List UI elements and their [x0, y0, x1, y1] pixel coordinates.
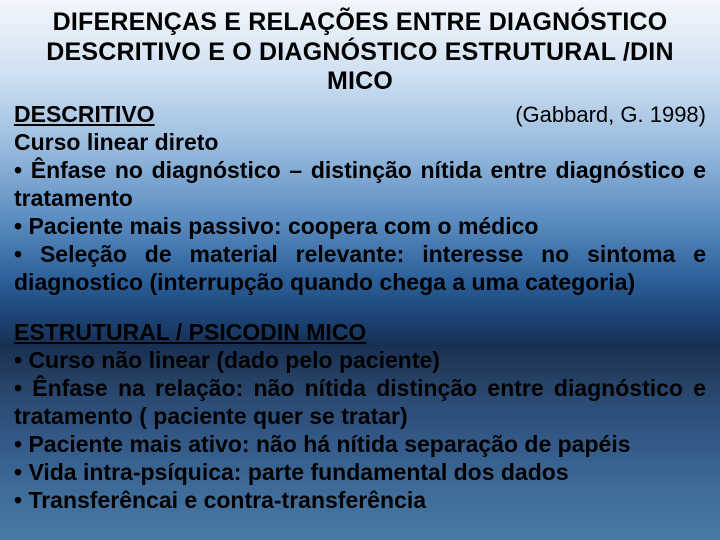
slide: DIFERENÇAS E RELAÇÕES ENTRE DIAGNÓSTICO … [0, 0, 720, 540]
section1-heading: DESCRITIVO [14, 101, 155, 128]
section2-heading: ESTRUTURAL / PSICODIN MICO [14, 318, 366, 346]
section2-line: • Curso não linear (dado pelo paciente) [14, 346, 706, 374]
section1-line: • Ênfase no diagnóstico – distinção níti… [14, 156, 706, 212]
section1-line: Curso linear direto [14, 128, 706, 156]
section1-line: • Paciente mais passivo: coopera com o m… [14, 212, 706, 240]
section2-body: ESTRUTURAL / PSICODIN MICO • Curso não l… [14, 318, 706, 514]
section1-body: Curso linear direto • Ênfase no diagnóst… [14, 128, 706, 296]
section1-header-row: DESCRITIVO (Gabbard, G. 1998) [14, 101, 706, 128]
slide-title: DIFERENÇAS E RELAÇÕES ENTRE DIAGNÓSTICO … [14, 8, 706, 97]
section2-line: • Paciente mais ativo: não há nítida sep… [14, 430, 706, 458]
section-spacer [14, 296, 706, 318]
section2-line: • Transferêncai e contra-transferência [14, 486, 706, 514]
citation: (Gabbard, G. 1998) [515, 102, 706, 128]
section1-line: • Seleção de material relevante: interes… [14, 240, 706, 296]
section2-line: • Vida intra-psíquica: parte fundamental… [14, 458, 706, 486]
section2-line: • Ênfase na relação: não nítida distinçã… [14, 374, 706, 430]
